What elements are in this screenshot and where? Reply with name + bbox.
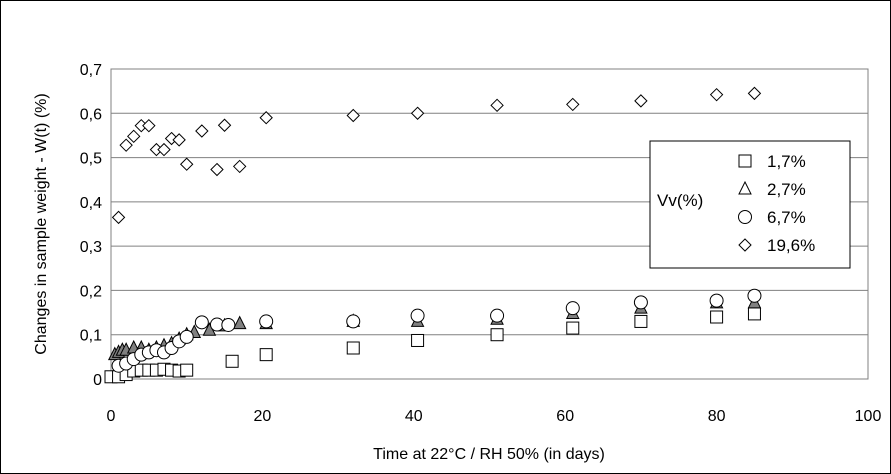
legend-marker-square: [738, 154, 752, 168]
series-circle: [111, 288, 762, 373]
x-tick-label: 100: [855, 408, 882, 425]
data-point-circle: [346, 314, 361, 329]
data-point-diamond: [195, 124, 209, 138]
legend-marker-circle: [738, 210, 752, 224]
data-point-diamond: [566, 97, 580, 112]
legend-markers: [738, 154, 752, 252]
data-point-square: [747, 307, 761, 321]
data-points: [104, 86, 762, 384]
y-tick-label: 0,4: [80, 195, 102, 212]
y-tick-label: 0,1: [80, 328, 102, 345]
y-tick-label: 0,5: [80, 151, 102, 168]
data-point-square: [180, 363, 194, 377]
x-tick-label: 20: [254, 408, 272, 425]
x-tick-label: 60: [556, 408, 574, 425]
data-point-diamond: [172, 133, 186, 147]
data-point-circle: [259, 314, 274, 329]
data-point-square: [634, 314, 648, 328]
data-point-circle: [221, 317, 236, 332]
x-tick-labels: 0 20 40 60 80 100: [107, 408, 882, 425]
y-tick-label: 0: [93, 372, 102, 389]
y-tick-label: 0,7: [80, 62, 102, 79]
legend-label-2: 2,7%: [767, 180, 806, 199]
data-point-diamond: [634, 94, 648, 108]
data-point-diamond: [111, 210, 126, 225]
data-point-square: [346, 341, 360, 355]
data-point-diamond: [709, 87, 724, 102]
data-point-diamond: [346, 108, 360, 123]
legend-title: Vv(%): [657, 191, 703, 210]
y-tick-label: 0,2: [80, 283, 102, 300]
data-point-diamond: [210, 162, 224, 177]
data-point-diamond: [232, 159, 247, 174]
data-point-square: [566, 321, 580, 335]
data-point-circle: [194, 315, 209, 330]
data-point-circle: [410, 308, 425, 323]
data-point-diamond: [127, 129, 141, 144]
data-point-triangle: [232, 315, 247, 330]
data-point-diamond: [179, 157, 194, 171]
legend: Vv(%) 1,7% 2,7% 6,7% 19,6%: [649, 140, 851, 269]
data-point-circle: [633, 295, 648, 310]
y-tick-labels: 0 0,1 0,2 0,3 0,4 0,5 0,6 0,7: [80, 62, 102, 389]
y-tick-label: 0,6: [80, 106, 102, 123]
y-tick-label: 0,3: [80, 239, 102, 256]
data-point-square: [225, 354, 239, 368]
data-point-square: [259, 348, 273, 362]
data-point-circle: [709, 293, 724, 308]
x-tick-label: 0: [107, 408, 116, 425]
data-point-diamond: [119, 138, 133, 152]
data-point-diamond: [157, 142, 171, 157]
data-point-diamond: [217, 118, 232, 132]
legend-label-1: 1,7%: [767, 152, 806, 171]
data-point-diamond: [259, 111, 273, 125]
data-point-circle: [565, 301, 580, 316]
data-point-circle: [747, 288, 762, 303]
data-point-diamond: [747, 86, 762, 101]
data-point-diamond: [490, 98, 504, 113]
legend-label-4: 19,6%: [767, 236, 815, 255]
y-axis-title: Changes in sample weight - W(t) (%): [33, 93, 50, 354]
legend-marker-triangle: [738, 180, 752, 195]
data-point-circle: [490, 308, 505, 323]
data-point-square: [710, 310, 724, 324]
series-diamond: [111, 86, 762, 225]
data-point-circle: [179, 329, 194, 344]
data-point-square: [490, 328, 504, 342]
data-point-diamond: [410, 106, 425, 120]
series-square: [104, 307, 761, 384]
data-point-diamond: [142, 118, 156, 133]
legend-marker-diamond: [738, 238, 752, 252]
x-tick-label: 80: [708, 408, 726, 425]
x-tick-label: 40: [405, 408, 423, 425]
x-axis-title: Time at 22°C / RH 50% (in days): [373, 446, 605, 463]
data-point-square: [411, 333, 425, 347]
legend-label-3: 6,7%: [767, 208, 806, 227]
